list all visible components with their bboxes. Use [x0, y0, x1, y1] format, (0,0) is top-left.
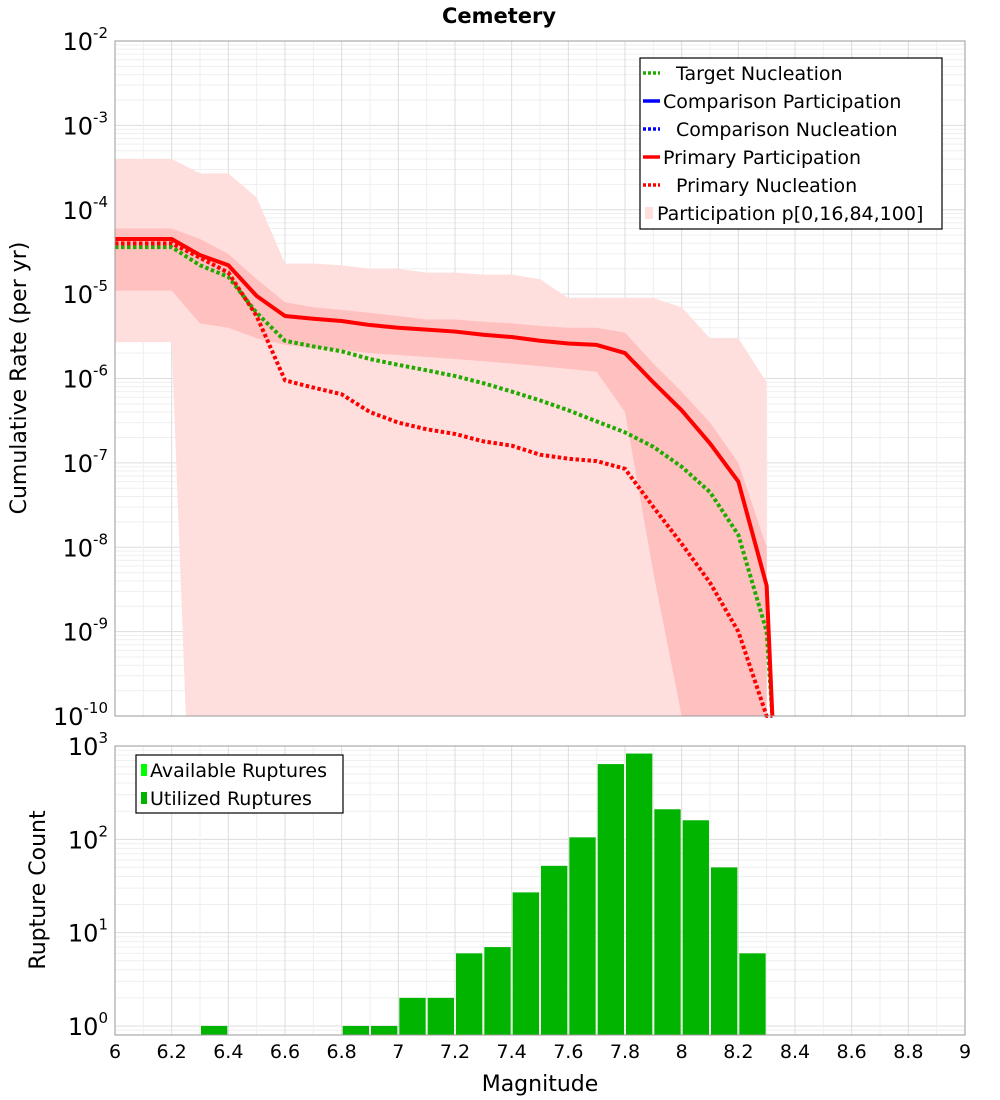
mfd-panel: 10-2 10-3 10-4 10-5 10-6 10-7 10-8 10-9 10-10 Cu…	[7, 24, 966, 731]
x-tick-label: 8.2	[723, 1041, 753, 1063]
x-tick-label: 8	[676, 1041, 688, 1063]
x-tick-label: 7.8	[610, 1041, 640, 1063]
x-tick-label: 6	[109, 1041, 121, 1063]
legend-swatch	[141, 792, 147, 804]
y-tick-label: 10-9	[62, 615, 108, 647]
y-tick-label: 103	[68, 729, 108, 761]
x-tick-label: 6.8	[327, 1041, 357, 1063]
rupture-bars	[201, 753, 766, 1035]
legend-label: Participation p[0,16,84,100]	[657, 203, 923, 225]
y-tick-label: 100	[68, 1009, 108, 1041]
mfd-plot-frame	[114, 40, 966, 717]
bar-utilized	[597, 764, 624, 1035]
bar-utilized	[456, 953, 483, 1035]
bar-utilized	[654, 809, 681, 1035]
participation-band	[115, 158, 767, 717]
y-tick-label: 102	[68, 822, 108, 854]
rupture-y-ticks: 103 102 101 100	[68, 729, 108, 1041]
legend-label: Comparison Nucleation	[676, 119, 898, 141]
bar-utilized	[541, 865, 568, 1035]
x-tick-label: 6.6	[270, 1041, 300, 1063]
legend-label: Utilized Ruptures	[150, 788, 312, 810]
bar-utilized	[569, 837, 596, 1035]
mfd-legend-box	[639, 57, 943, 230]
x-tick-label: 7.4	[497, 1041, 527, 1063]
mfd-lines	[115, 237, 775, 718]
legend-label: Available Ruptures	[150, 760, 327, 782]
mfd-y-ticks: 10-2 10-3 10-4 10-5 10-6 10-7 10-8 10-9 10-10	[53, 24, 108, 731]
x-tick-label: 8.4	[780, 1041, 810, 1063]
y-tick-label: 10-4	[62, 193, 108, 225]
rupture-count-panel: 103 102 101 100 6 6.2 6.4 6.6 6.8 7 7.2 7.4 7.6 7.8 8…	[26, 729, 971, 1097]
series-line-primary-participation	[115, 237, 775, 717]
band-p16-p84	[115, 228, 767, 716]
legend-label: Primary Participation	[663, 147, 861, 169]
legend-swatch	[141, 764, 147, 776]
y-tick-label: 10-6	[62, 362, 108, 394]
bar-utilized	[711, 867, 738, 1035]
x-tick-label: 7	[392, 1041, 404, 1063]
bar-utilized	[427, 997, 454, 1035]
legend-label: Primary Nucleation	[676, 175, 857, 197]
y-tick-label: 101	[68, 916, 108, 948]
bar-utilized	[484, 947, 511, 1035]
y-tick-label: 10-7	[62, 446, 108, 478]
mfd-legend: Target Nucleation Comparison Participatio…	[639, 57, 943, 230]
x-tick-label: 8.6	[837, 1041, 867, 1063]
x-ticks: 6 6.2 6.4 6.6 6.8 7 7.2 7.4 7.6 7.8 8 8.2 8.4 8.6 8.8 9	[109, 1041, 971, 1063]
bar-utilized	[399, 997, 426, 1035]
bar-utilized	[371, 1025, 398, 1035]
rupture-legend: Available Ruptures Utilized Ruptures	[135, 754, 344, 814]
series-line-primary-nucleation	[115, 241, 773, 718]
x-tick-label: 7.2	[440, 1041, 470, 1063]
y-tick-label: 10-2	[62, 24, 108, 56]
y-tick-label: 10-8	[62, 530, 108, 562]
mfd-y-axis-label: Cumulative Rate (per yr)	[7, 242, 32, 515]
legend-label: Target Nucleation	[675, 63, 843, 85]
x-axis-label: Magnitude	[482, 1072, 599, 1097]
x-tick-label: 9	[959, 1041, 971, 1063]
bar-utilized	[682, 820, 709, 1035]
rupture-y-axis-label: Rupture Count	[26, 810, 51, 970]
y-tick-label: 10-10	[53, 699, 108, 731]
rupture-plot-frame	[114, 745, 966, 1036]
x-tick-label: 6.2	[157, 1041, 187, 1063]
chart-title: Cemetery	[442, 4, 556, 28]
y-tick-label: 10-5	[62, 277, 108, 309]
x-tick-label: 7.6	[553, 1041, 583, 1063]
bar-utilized	[342, 1025, 369, 1035]
y-tick-label: 10-3	[62, 108, 108, 140]
rupture-legend-box	[135, 754, 344, 814]
legend-label: Comparison Participation	[663, 91, 901, 113]
x-tick-label: 6.4	[213, 1041, 243, 1063]
bar-utilized	[512, 892, 539, 1035]
bar-utilized	[739, 953, 766, 1035]
bar-utilized	[626, 753, 653, 1035]
legend-swatch	[645, 207, 653, 219]
x-tick-label: 8.8	[893, 1041, 923, 1063]
rupture-grid	[114, 746, 966, 1036]
bar-utilized	[201, 1025, 228, 1035]
